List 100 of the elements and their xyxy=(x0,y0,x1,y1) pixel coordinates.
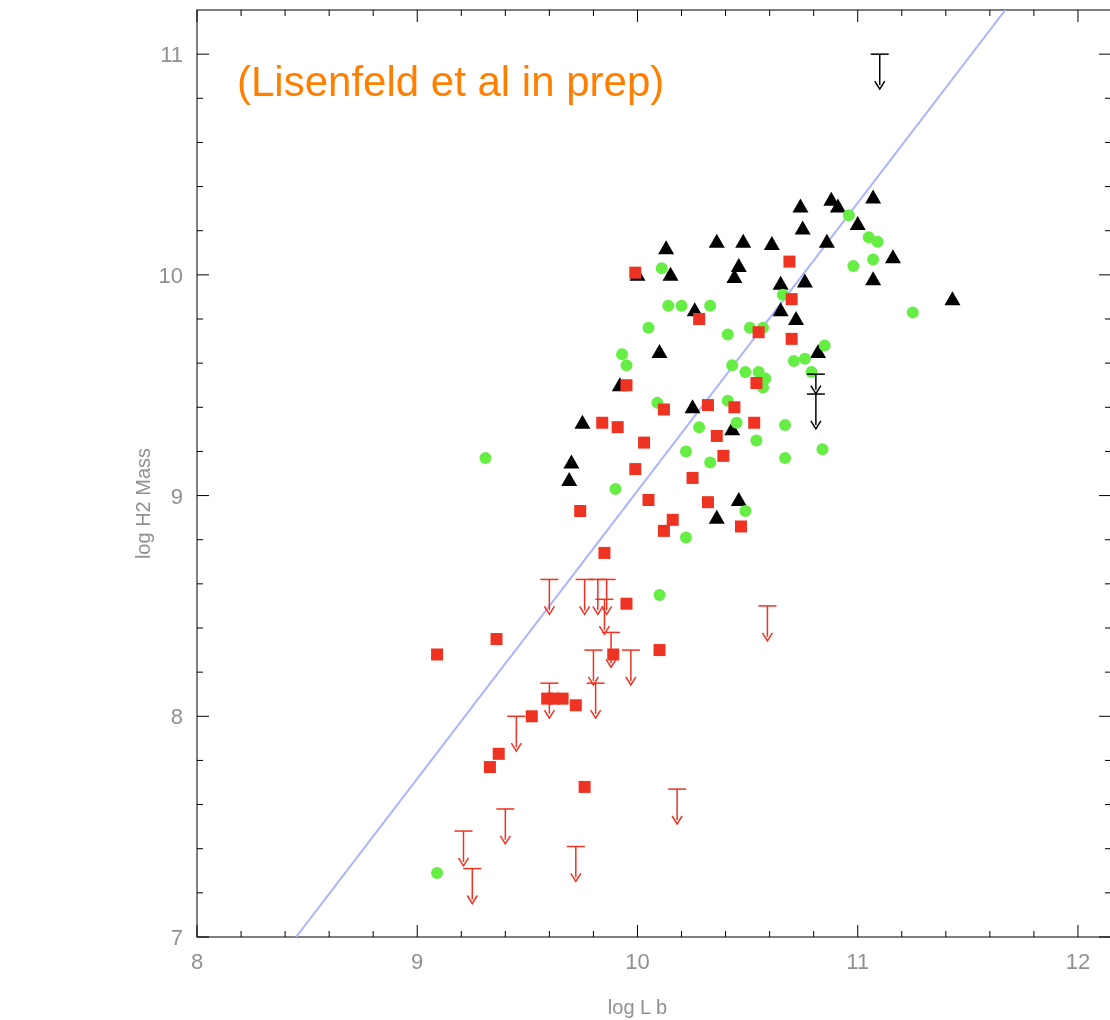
point xyxy=(847,260,860,273)
point xyxy=(666,513,679,526)
point xyxy=(792,198,809,213)
point xyxy=(818,233,835,248)
point xyxy=(944,291,961,306)
point xyxy=(829,198,846,213)
point xyxy=(657,403,670,416)
point xyxy=(662,299,675,312)
point xyxy=(816,443,829,456)
point xyxy=(675,299,688,312)
x-tick-label: 8 xyxy=(190,949,204,974)
point xyxy=(431,866,444,879)
point xyxy=(884,249,901,264)
point xyxy=(871,235,884,248)
point xyxy=(772,275,789,290)
point xyxy=(704,456,717,469)
point xyxy=(772,302,789,317)
point xyxy=(708,233,725,248)
point xyxy=(587,676,600,686)
point xyxy=(499,835,512,845)
point xyxy=(651,344,668,359)
point xyxy=(693,313,706,325)
point xyxy=(693,421,706,434)
point xyxy=(543,605,556,616)
point xyxy=(906,306,919,319)
point xyxy=(578,780,591,793)
point xyxy=(653,588,666,601)
point xyxy=(730,491,747,506)
point xyxy=(862,231,875,244)
point xyxy=(658,240,675,255)
x-tick-label: 11 xyxy=(846,949,870,974)
point xyxy=(574,414,591,429)
point xyxy=(842,209,855,222)
point xyxy=(717,449,730,462)
point xyxy=(818,339,831,352)
point xyxy=(457,857,470,867)
point xyxy=(479,452,492,465)
point xyxy=(510,742,523,752)
point xyxy=(686,471,699,484)
point xyxy=(679,445,692,458)
point xyxy=(570,872,582,883)
y-tick-label: 10 xyxy=(158,262,183,288)
point xyxy=(865,189,882,204)
point xyxy=(763,235,780,250)
point xyxy=(796,273,813,288)
point xyxy=(642,321,655,334)
point xyxy=(679,531,692,544)
point xyxy=(810,344,827,359)
point xyxy=(620,597,633,610)
point xyxy=(779,452,792,465)
point xyxy=(798,352,811,365)
point xyxy=(671,815,683,825)
point xyxy=(684,399,701,414)
point xyxy=(642,493,655,506)
point xyxy=(779,418,792,431)
point xyxy=(605,658,617,669)
y-tick-label: 11 xyxy=(160,42,183,68)
point xyxy=(739,365,752,378)
point xyxy=(874,80,886,90)
point xyxy=(739,505,752,518)
point xyxy=(561,472,578,487)
point xyxy=(701,399,714,412)
point xyxy=(785,293,798,306)
point xyxy=(569,699,582,712)
y-tick-label: 7 xyxy=(170,925,183,950)
point xyxy=(466,894,479,905)
point xyxy=(563,454,580,469)
point xyxy=(574,505,587,518)
point xyxy=(611,421,624,434)
point xyxy=(629,463,642,476)
point xyxy=(704,299,717,312)
point xyxy=(761,632,774,642)
y-axis-title: log H2 Mass xyxy=(132,447,154,560)
point xyxy=(492,747,505,760)
point xyxy=(662,266,679,281)
point xyxy=(728,401,741,414)
y-tick-label: 8 xyxy=(170,704,183,730)
point xyxy=(810,384,822,395)
x-tick-label: 10 xyxy=(625,949,650,974)
point xyxy=(752,326,765,339)
point xyxy=(589,709,602,719)
point xyxy=(783,255,796,268)
point xyxy=(609,482,622,495)
x-axis-title: log L b xyxy=(607,996,668,1018)
annotation: (Lisenfeld et al in prep) xyxy=(237,58,665,105)
point xyxy=(655,262,668,275)
point xyxy=(787,354,800,367)
point xyxy=(616,348,629,361)
point xyxy=(596,416,609,429)
point xyxy=(785,332,798,345)
point xyxy=(653,644,666,657)
x-tick-label: 9 xyxy=(411,949,424,974)
point xyxy=(726,359,739,372)
point xyxy=(865,271,882,286)
point xyxy=(788,311,805,325)
point xyxy=(867,253,880,266)
x-tick-label: 12 xyxy=(1065,949,1091,974)
y-tick-label: 9 xyxy=(170,483,183,509)
point xyxy=(730,258,747,273)
point xyxy=(543,709,556,719)
